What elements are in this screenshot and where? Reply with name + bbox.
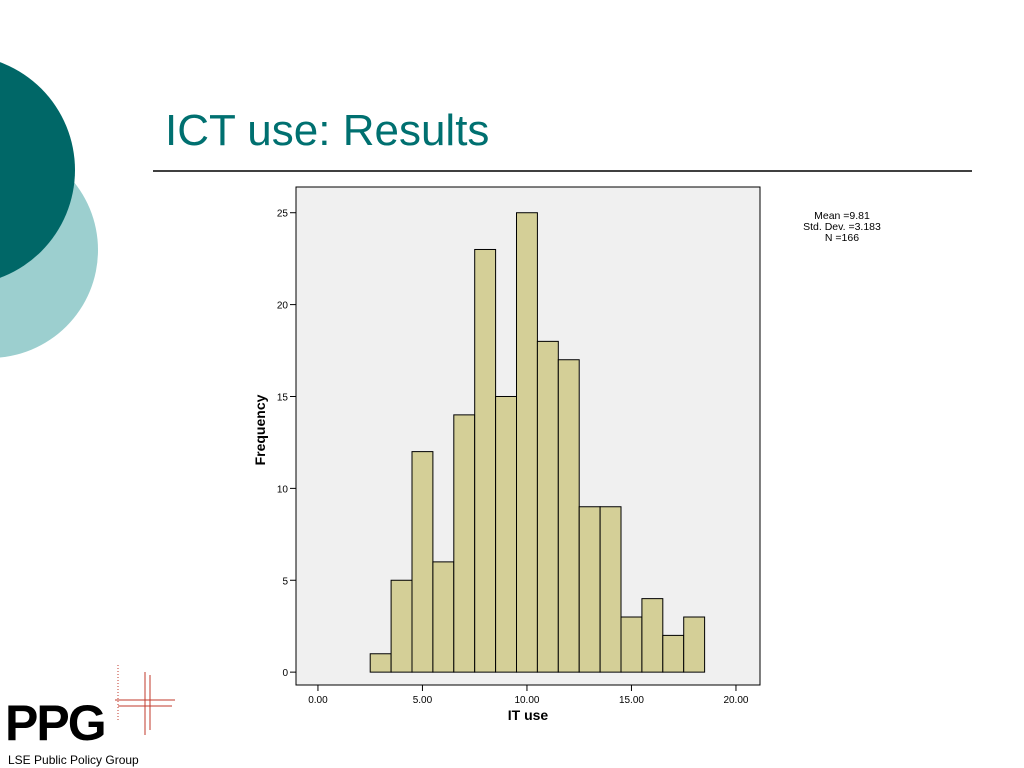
bar: [495, 395, 518, 673]
stats-text: Std. Dev. =3.183: [803, 221, 881, 233]
y-tick-label: 20: [277, 301, 289, 312]
stats-text: Mean =9.81: [814, 210, 870, 222]
bar: [683, 616, 706, 673]
x-tick-label: 20.00: [723, 695, 748, 706]
y-tick-label: 5: [282, 576, 288, 587]
slide-title: ICT use: Results: [165, 106, 489, 155]
bar: [641, 598, 664, 673]
y-tick-label: 25: [277, 209, 289, 220]
bar: [516, 212, 538, 673]
bar: [599, 506, 622, 673]
logo: PPG: [5, 695, 105, 751]
bar: [453, 414, 476, 673]
x-tick-label: 0.00: [308, 695, 328, 706]
x-axis-label: IT use: [508, 707, 549, 723]
bar: [662, 634, 685, 673]
bar: [411, 451, 434, 673]
bar: [578, 506, 601, 673]
deco-circle: [0, 62, 75, 278]
bar: [390, 579, 413, 673]
bar: [369, 653, 392, 673]
bar: [536, 340, 559, 673]
stats-text: N =166: [825, 232, 859, 244]
bar: [620, 616, 643, 673]
y-axis-label: Frequency: [252, 394, 268, 465]
logo-caption: LSE Public Policy Group: [8, 753, 139, 767]
bar: [474, 248, 497, 673]
bar: [557, 359, 580, 673]
bar: [432, 561, 455, 673]
logo-lines: [115, 665, 175, 735]
y-tick-label: 0: [282, 668, 288, 679]
x-tick-label: 10.00: [514, 695, 539, 706]
x-tick-label: 15.00: [619, 695, 644, 706]
y-tick-label: 10: [277, 484, 289, 495]
y-tick-label: 15: [277, 392, 289, 403]
x-tick-label: 5.00: [413, 695, 433, 706]
